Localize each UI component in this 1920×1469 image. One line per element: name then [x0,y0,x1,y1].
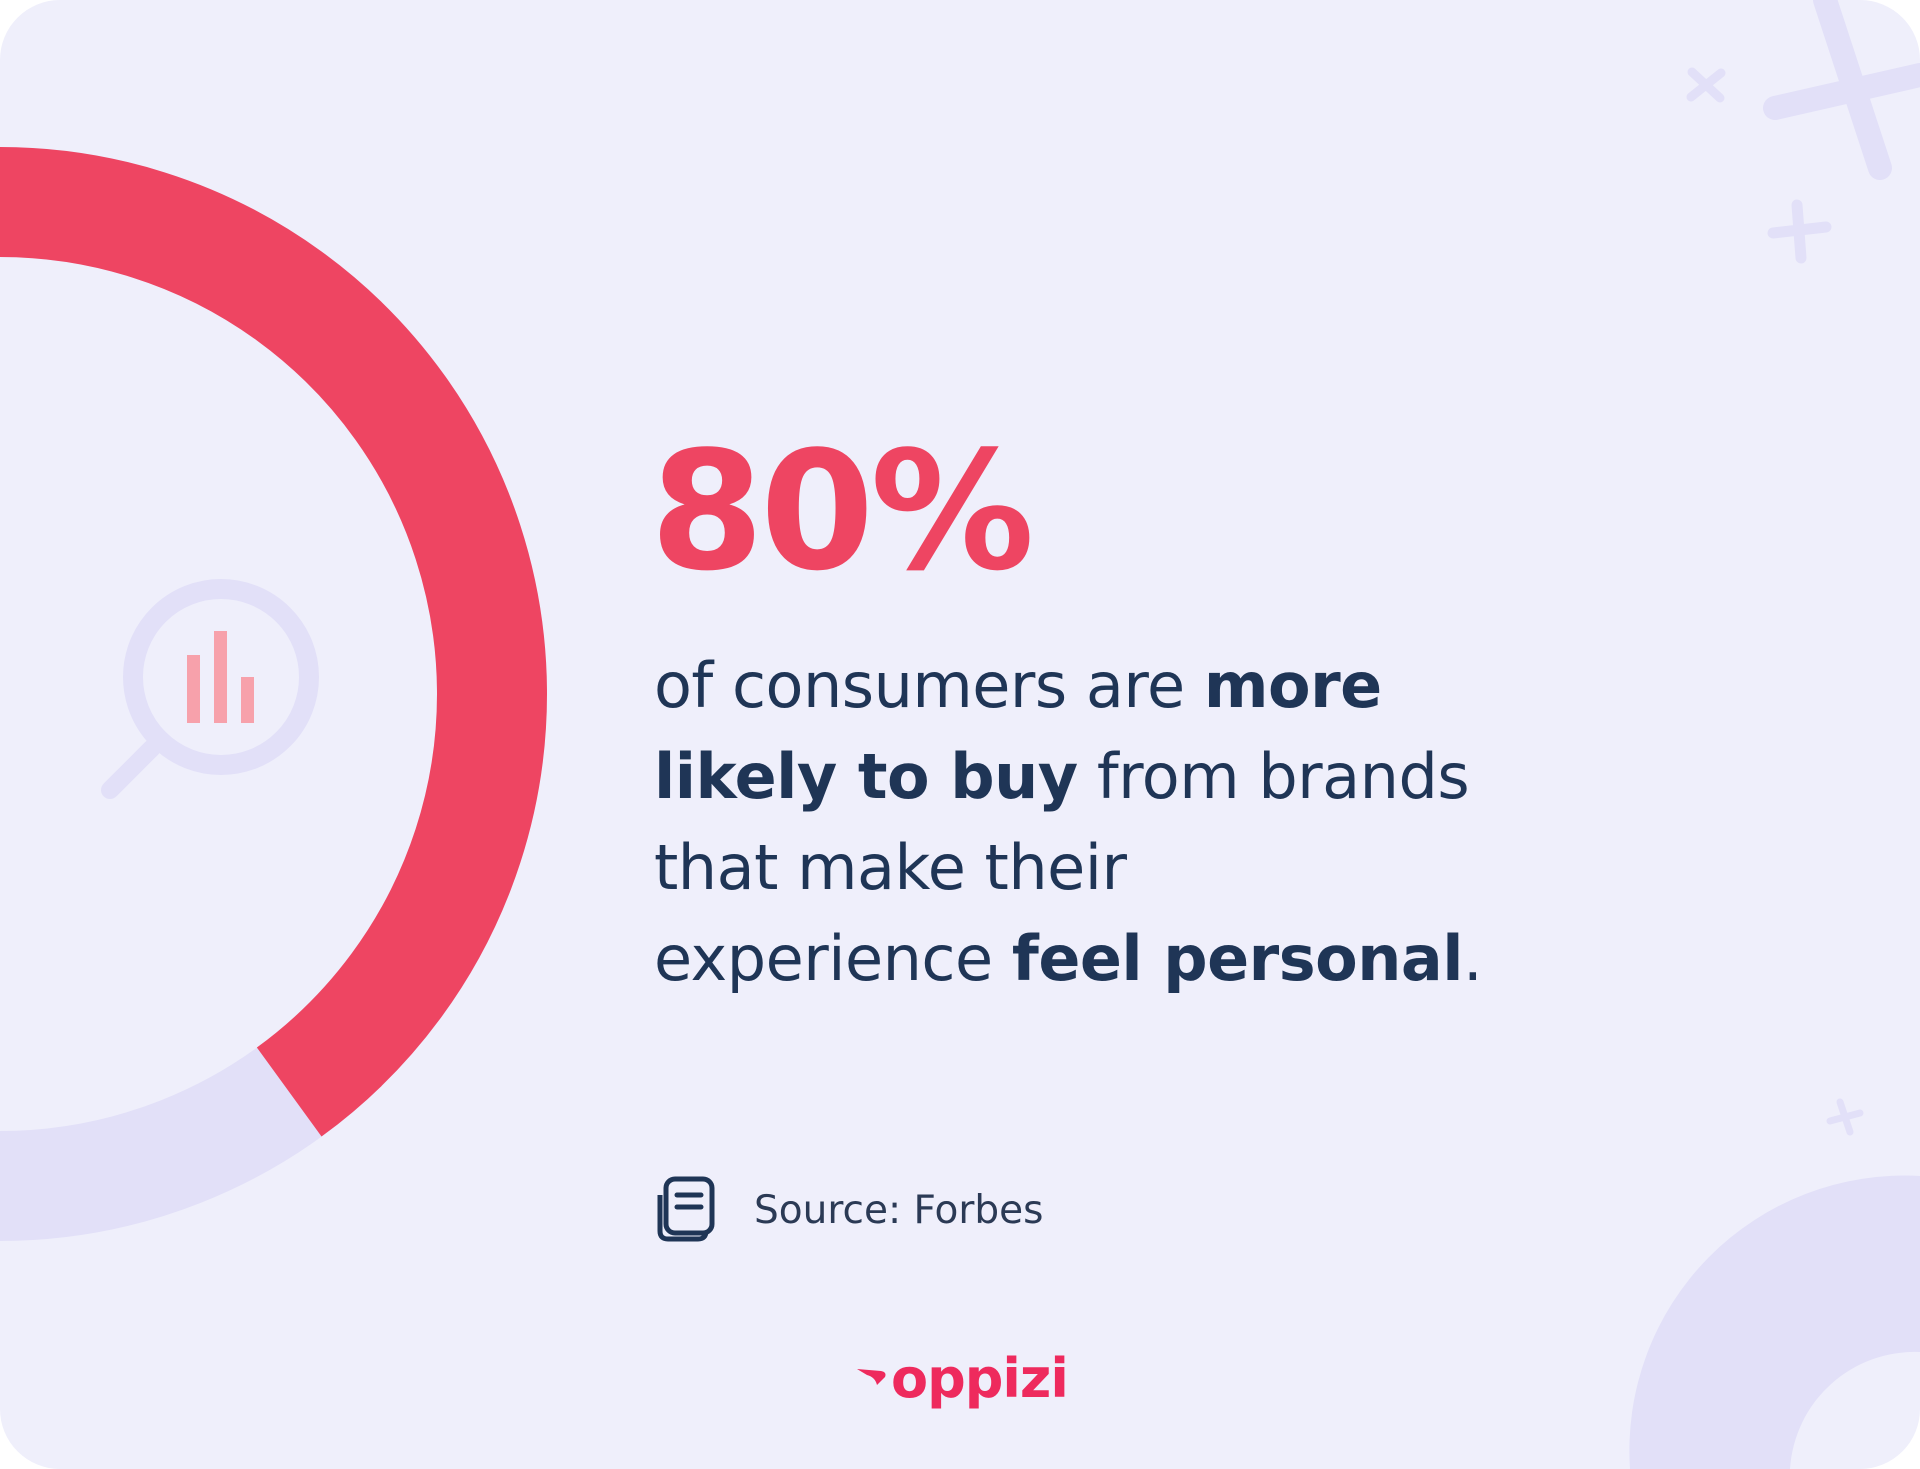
chart-search-icon [101,579,319,799]
source-icon-spacer [652,1179,714,1241]
desc-line3-regular: that make their [654,831,1127,904]
corner-ring [1629,1175,1920,1469]
brand-logo: oppizi [855,1343,1069,1413]
desc-line4-bold: feel personal [1011,922,1464,995]
stat-description: of consumers are more likely to buy from … [654,640,1554,1004]
document-icon [657,1176,715,1242]
progress-ring [0,147,547,1241]
source-label: Source: Forbes [754,1187,1044,1233]
desc-line1-bold: more [1203,649,1382,722]
oppizi-wing-icon [857,1369,886,1385]
desc-line4-end: . [1463,922,1483,995]
desc-line4-regular: experience [654,922,1012,995]
plus-sparkle-icon [1686,0,1920,1136]
ring-progress [0,147,547,1137]
logo-text: oppizi [891,1346,1069,1410]
desc-line2-bold: likely to buy [654,740,1078,813]
stat-value: 80% [650,416,1035,607]
desc-line2-regular: from brands [1077,740,1470,813]
source-citation: Source: Forbes [652,1175,1044,1245]
desc-line1-regular: of consumers are [654,649,1204,722]
